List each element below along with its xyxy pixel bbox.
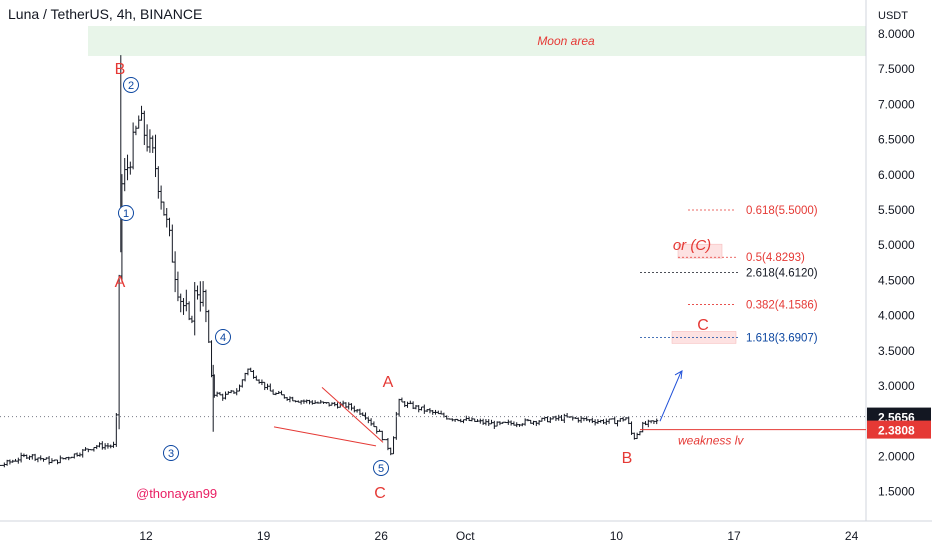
- price-tick-label: 4.0000: [878, 309, 915, 323]
- projection-arrow-head: [674, 369, 683, 379]
- wave-number-5: 5: [378, 463, 384, 475]
- time-tick-label: 24: [845, 529, 859, 543]
- weakness-price-label: 2.3808: [878, 424, 915, 438]
- price-tick-label: 3.5000: [878, 344, 915, 358]
- price-tick-label: 7.5000: [878, 62, 915, 76]
- weakness-price-badge: [867, 420, 931, 439]
- wave-label-b: B: [115, 61, 126, 78]
- projection-arrow-line: [659, 371, 682, 422]
- price-tick-label: 5.0000: [878, 238, 915, 252]
- weakness-label: weakness lv: [678, 434, 744, 448]
- wave-number-3: 3: [168, 448, 174, 460]
- chart-title: Luna / TetherUS, 4h, BINANCE: [8, 6, 203, 22]
- price-tick-label: 3.0000: [878, 379, 915, 393]
- wave-label-c-target: C: [697, 317, 709, 334]
- fib-level-label: 1.618(3.6907): [746, 332, 818, 344]
- price-tick-label: 6.5000: [878, 133, 915, 147]
- wave-number-5-circle: [373, 460, 389, 476]
- wave-number-3-circle: [163, 445, 179, 461]
- wave-number-1: 1: [123, 208, 129, 220]
- wave-number-4-circle: [215, 329, 231, 345]
- wave-number-2: 2: [128, 80, 134, 92]
- moon-area-label: Moon area: [537, 34, 595, 48]
- time-tick-label: 17: [727, 529, 741, 543]
- fib-level-label: 0.5(4.8293): [746, 252, 805, 264]
- price-tick-label: 6.0000: [878, 168, 915, 182]
- or-c-label: or (C): [673, 237, 711, 254]
- fib-level-label: 2.618(4.6120): [746, 268, 818, 280]
- price-tick-label: 7.0000: [878, 97, 915, 111]
- wave-label-a-minor: A: [383, 374, 394, 391]
- price-tick-label: 8.0000: [878, 27, 915, 41]
- time-tick-label: 26: [375, 529, 389, 543]
- price-axis-currency: USDT: [878, 10, 908, 22]
- time-tick-label: 19: [257, 529, 271, 543]
- fib-level-label: 0.382(4.1586): [746, 299, 818, 311]
- fib-level-label: 0.618(5.5000): [746, 205, 818, 217]
- wave-number-4: 4: [220, 332, 226, 344]
- wave-label-c: C: [374, 485, 386, 502]
- wave-label-a: A: [115, 274, 126, 291]
- wave-label-b-minor: B: [622, 450, 633, 467]
- price-tick-label: 5.5000: [878, 203, 915, 217]
- time-tick-label: Oct: [456, 529, 475, 543]
- price-tick-label: 1.5000: [878, 485, 915, 499]
- wave-number-1-circle: [118, 205, 134, 221]
- or-c-zone: [677, 243, 723, 259]
- wave-number-2-circle: [123, 77, 139, 93]
- price-tick-label: 4.5000: [878, 273, 915, 287]
- wedge-lower-line: [273, 426, 377, 447]
- watermark: @thonayan99: [136, 486, 218, 501]
- time-tick-label: 10: [610, 529, 624, 543]
- price-tick-label: 2.0000: [878, 449, 915, 463]
- wedge-upper-line: [321, 387, 384, 443]
- moon-area-zone: [88, 26, 866, 56]
- time-tick-label: 12: [139, 529, 153, 543]
